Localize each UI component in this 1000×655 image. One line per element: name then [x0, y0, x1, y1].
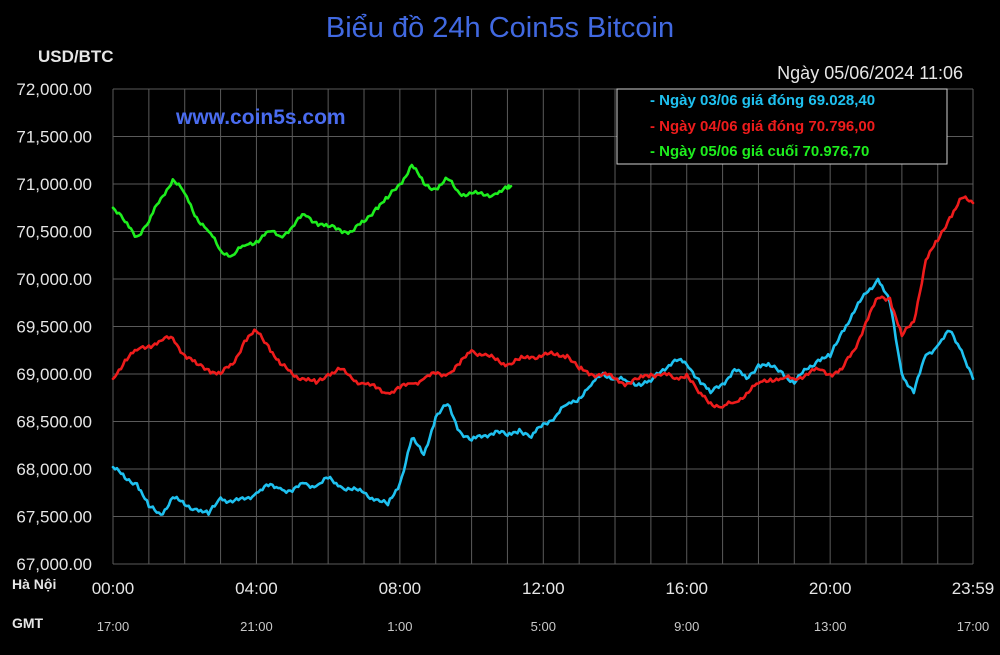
series-line-2 — [111, 163, 513, 258]
row-label-hanoi: Hà Nội — [12, 576, 56, 592]
x-tick-label-hanoi: 12:00 — [522, 579, 565, 598]
x-tick-label-gmt: 21:00 — [240, 619, 273, 634]
y-tick-label: 68,500.00 — [16, 413, 92, 432]
y-tick-label: 72,000.00 — [16, 80, 92, 99]
legend-entry-1: - Ngày 04/06 giá đóng 70.796,00 — [650, 118, 875, 135]
row-label-gmt: GMT — [12, 615, 44, 631]
x-tick-label-gmt: 13:00 — [814, 619, 847, 634]
y-tick-label: 69,000.00 — [16, 365, 92, 384]
x-tick-label-gmt: 9:00 — [674, 619, 699, 634]
x-tick-label-hanoi: 00:00 — [92, 579, 135, 598]
legend-box — [616, 88, 948, 165]
y-axis-label: USD/BTC — [38, 47, 114, 66]
x-tick-label-hanoi: 20:00 — [809, 579, 852, 598]
y-tick-label: 71,500.00 — [16, 128, 92, 147]
legend: - Ngày 03/06 giá đóng 69.028,40 - Ngày 0… — [616, 88, 948, 165]
y-tick-label: 71,000.00 — [16, 175, 92, 194]
x-tick-label-gmt: 17:00 — [97, 619, 130, 634]
y-tick-label: 70,000.00 — [16, 270, 92, 289]
series-lines — [111, 163, 975, 516]
timestamp-label: Ngày 05/06/2024 11:06 — [777, 63, 963, 83]
series-line-0 — [111, 277, 975, 516]
axes: 72,000.00 71,500.00 71,000.00 70,500.00 70,0… — [16, 80, 994, 634]
legend-entry-2: - Ngày 05/06 giá cuối 70.976,70 — [650, 143, 869, 160]
x-tick-label-hanoi: 16:00 — [665, 579, 708, 598]
y-tick-label: 68,000.00 — [16, 460, 92, 479]
x-tick-label-hanoi: 04:00 — [235, 579, 278, 598]
y-tick-label: 67,500.00 — [16, 508, 92, 527]
x-tick-label-hanoi: 08:00 — [379, 579, 422, 598]
y-tick-label: 69,500.00 — [16, 318, 92, 337]
x-tick-label-gmt: 5:00 — [531, 619, 556, 634]
watermark-text: www.coin5s.com — [175, 106, 346, 129]
x-tick-label-gmt: 1:00 — [387, 619, 412, 634]
x-tick-label-gmt: 17:00 — [957, 619, 990, 634]
legend-entry-0: - Ngày 03/06 giá đóng 69.028,40 — [650, 92, 875, 109]
x-tick-label-hanoi: 23:59 — [952, 579, 995, 598]
y-tick-label: 70,500.00 — [16, 223, 92, 242]
series-line-1 — [111, 195, 975, 409]
chart-title: Biểu đồ 24h Coin5s Bitcoin — [326, 12, 674, 44]
y-tick-label: 67,000.00 — [16, 555, 92, 574]
